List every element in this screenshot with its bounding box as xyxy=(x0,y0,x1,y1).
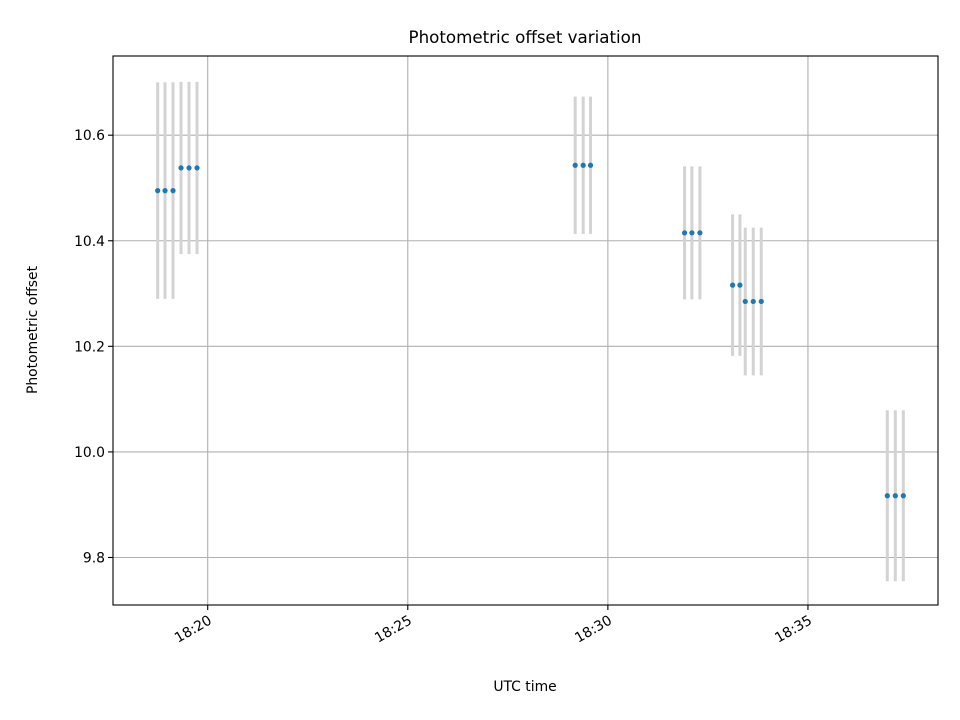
x-axis-label: UTC time xyxy=(493,679,556,695)
data-point xyxy=(750,298,756,305)
data-point xyxy=(689,230,695,236)
data-points xyxy=(155,162,906,499)
x-axis-ticks: 18:20 18:25 18:30 18:35 xyxy=(172,605,815,646)
data-point xyxy=(681,230,688,236)
y-tick-label: 9.8 xyxy=(83,550,105,566)
y-axis-ticks: 9.8 10.0 10.2 10.4 10.6 xyxy=(74,128,113,566)
chart-title: Photometric offset variation xyxy=(409,27,642,47)
x-tick-label: 18:30 xyxy=(572,613,615,647)
y-axis-label: Photometric offset xyxy=(25,265,41,394)
data-point xyxy=(572,162,578,168)
data-point xyxy=(162,188,168,194)
data-point xyxy=(729,282,736,288)
data-point xyxy=(587,162,594,168)
y-tick-label: 10.2 xyxy=(74,339,105,355)
data-point xyxy=(178,165,184,171)
data-point xyxy=(186,165,192,171)
x-tick-label: 18:25 xyxy=(372,613,415,647)
data-point xyxy=(155,188,161,194)
x-tick-label: 18:35 xyxy=(772,613,815,647)
data-point xyxy=(742,298,748,305)
data-point xyxy=(900,493,906,499)
y-tick-label: 10.6 xyxy=(74,128,105,144)
y-tick-label: 10.0 xyxy=(74,445,105,461)
y-tick-label: 10.4 xyxy=(74,234,105,250)
data-point xyxy=(737,282,743,288)
data-point xyxy=(697,230,703,236)
plot-background xyxy=(113,56,938,605)
data-point xyxy=(892,493,898,499)
data-point xyxy=(758,298,764,305)
data-point xyxy=(170,188,176,194)
x-tick-label: 18:20 xyxy=(172,613,215,647)
data-point xyxy=(580,162,586,168)
plot-frame xyxy=(112,55,939,606)
data-point xyxy=(194,165,200,171)
data-point xyxy=(884,493,890,499)
grid xyxy=(113,56,938,605)
